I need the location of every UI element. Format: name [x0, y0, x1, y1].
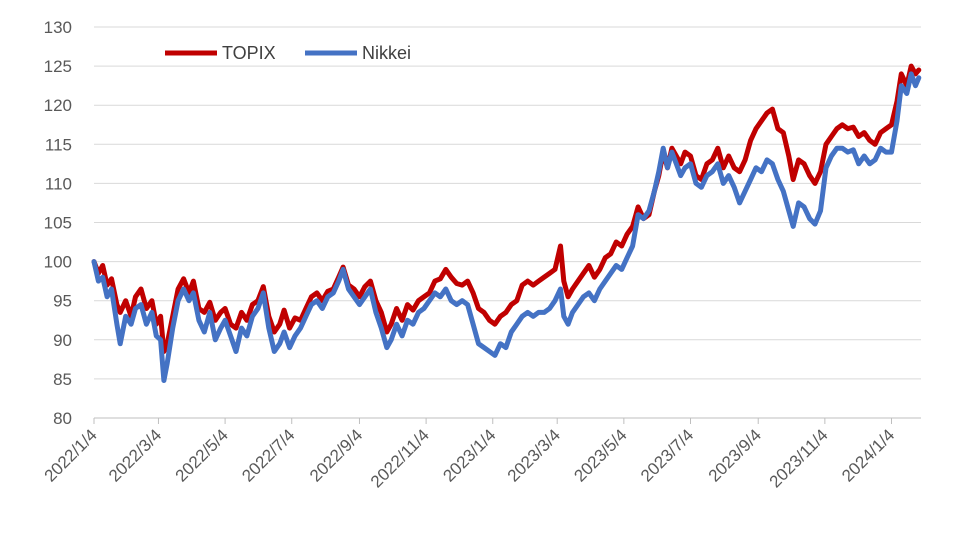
y-tick-label: 105 — [44, 214, 72, 233]
series-line-topix — [91, 63, 922, 354]
x-tick-label: 2023/11/4 — [766, 425, 832, 491]
x-tick-label: 2023/7/4 — [637, 425, 697, 485]
y-tick-label: 125 — [44, 57, 72, 76]
y-tick-label: 90 — [53, 331, 72, 350]
x-tick-label: 2023/1/4 — [439, 425, 499, 485]
x-tick-label: 2022/9/4 — [306, 425, 366, 485]
x-axis-tick-labels: 2022/1/4 2022/3/4 2022/5/4 2022/7/4 2022/9/4… — [41, 425, 899, 491]
x-tick-label: 2022/3/4 — [105, 425, 165, 485]
y-tick-label: 100 — [44, 253, 72, 272]
x-tick-label: 2022/7/4 — [238, 425, 298, 485]
legend: TOPIX Nikkei — [165, 43, 411, 63]
y-tick-label: 85 — [53, 370, 72, 389]
y-tick-label: 120 — [44, 96, 72, 115]
y-tick-label: 115 — [45, 135, 72, 154]
x-tick-label: 2022/11/4 — [367, 425, 433, 491]
y-tick-label: 80 — [53, 409, 72, 428]
legend-label-nikkei: Nikkei — [362, 43, 411, 63]
y-axis-tick-labels: 80 85 90 95 100 105 110 115 120 125 130 — [44, 18, 72, 428]
x-tick-label: 2024/1/4 — [838, 425, 898, 485]
x-tick-label: 2022/1/4 — [41, 425, 101, 485]
x-tick-label: 2022/5/4 — [172, 425, 232, 485]
x-tick-label: 2023/3/4 — [504, 425, 564, 485]
series-layer — [91, 63, 922, 383]
x-tick-label: 2023/9/4 — [705, 425, 765, 485]
y-tick-label: 130 — [44, 18, 72, 37]
x-axis — [93, 417, 921, 424]
series-line-nikkei — [91, 71, 922, 383]
legend-label-topix: TOPIX — [222, 43, 276, 63]
y-tick-label: 95 — [53, 292, 72, 311]
y-tick-label: 110 — [45, 174, 72, 193]
x-tick-label: 2023/5/4 — [570, 425, 630, 485]
